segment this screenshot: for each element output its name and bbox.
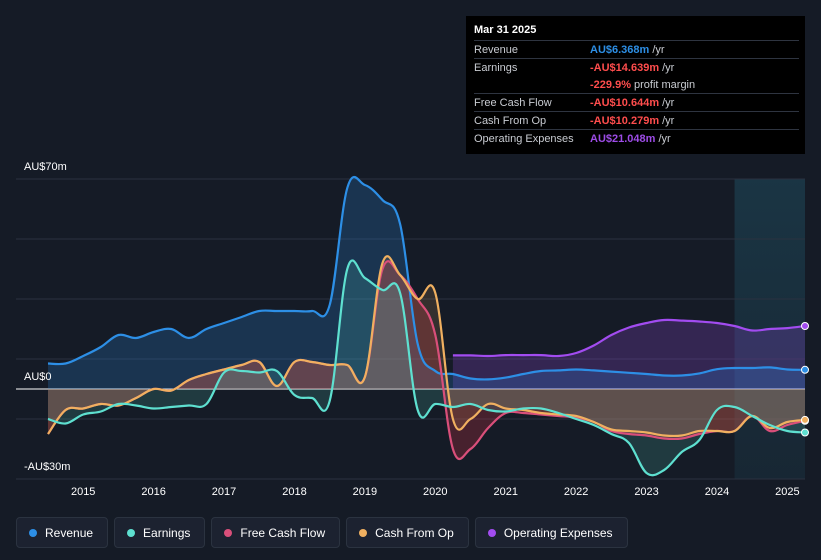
tooltip-row: -229.9% profit margin [474,76,799,93]
tooltip-row-unit: /yr [662,61,675,74]
x-tick-label: 2021 [493,486,517,498]
legend-item-cash-from-op[interactable]: Cash From Op [346,517,469,548]
legend-label: Free Cash Flow [240,525,326,540]
series-end-dots [801,322,809,437]
x-tick-label: 2015 [71,486,95,498]
legend-dot-icon [487,528,496,537]
x-tick-label: 2022 [564,486,588,498]
tooltip-row: Free Cash Flow -AU$10.644m/yr [474,93,799,111]
legend-dot-icon [224,528,233,537]
tooltip-row-value: AU$21.048m [590,132,656,145]
x-tick-label: 2020 [423,486,447,498]
x-tick-label: 2024 [705,486,729,498]
legend-item-earnings[interactable]: Earnings [114,517,206,548]
y-label-bottom: -AU$30m [24,461,70,473]
cash-from-op-line [47,255,806,438]
tooltip-row-unit: /yr [662,114,675,127]
legend-label: Earnings [143,525,191,540]
tooltip-row-unit: profit margin [633,78,696,91]
tooltip-row: Revenue AU$6.368m/yr [474,40,799,58]
legend-dot-icon [127,528,136,537]
x-tick-label: 2025 [775,486,799,498]
tooltip-row-label: Operating Expenses [474,132,574,145]
tooltip-row-unit: /yr [652,43,665,56]
tooltip-row-value: -AU$10.279m [590,114,660,127]
tooltip-row-label: Cash From Op [474,114,547,127]
tooltip-row-value: -AU$10.644m [590,96,660,109]
cash-from-op-end-dot [801,415,809,424]
y-label-top: AU$70m [24,161,67,173]
legend-dot-icon [29,528,37,537]
earnings-line [47,259,806,477]
tooltip-row-label: Earnings [474,61,518,74]
tooltip-row-unit: /yr [662,96,675,109]
tooltip-row: Earnings -AU$14.639m/yr [474,58,799,76]
tooltip-row-value: AU$6.368m [590,43,650,56]
tooltip-row: Cash From Op -AU$10.279m/yr [474,111,799,129]
legend-item-operating-expenses[interactable]: Operating Expenses [474,517,628,548]
area-fills [48,176,805,476]
revenue-end-dot [801,365,809,374]
free-cash-flow-area [48,261,805,460]
legend-item-revenue[interactable]: Revenue [16,517,109,548]
x-tick-label: 2023 [634,486,658,498]
tooltip-row-label: Revenue [474,43,519,56]
legend: Revenue Earnings Free Cash Flow Cash From O… [16,517,628,548]
legend-dot-icon [359,528,368,537]
tooltip-row-value: -AU$14.639m [590,61,660,74]
earnings-end-dot [801,428,809,437]
legend-label: Cash From Op [375,525,454,540]
revenue-area [48,176,805,389]
x-axis: 2015 2016 2017 2018 2019 2020 2021 2022 2023 2024… [71,486,800,498]
y-axis: AU$70m AU$0 -AU$30m [24,161,70,473]
x-tick-label: 2019 [353,486,377,498]
legend-label: Operating Expenses [503,525,613,540]
tooltip-date: Mar 31 2025 [474,24,537,36]
revenue-line [47,175,806,381]
earnings-area [48,260,805,476]
cash-from-op-area [48,256,805,437]
y-label-zero: AU$0 [24,371,52,383]
tooltip-row: Operating Expenses AU$21.048m/yr [474,129,799,147]
tooltip-row-unit: /yr [658,132,671,145]
x-tick-label: 2018 [282,486,306,498]
x-tick-label: 2017 [212,486,236,498]
x-tick-label: 2016 [141,486,165,498]
series-lines [47,175,806,477]
tooltip-row-value: -229.9% [590,78,631,91]
chart-area: AU$70m AU$0 -AU$30m 2015 2016 2017 2018 2019… [16,161,809,498]
operating-expenses-end-dot [801,322,809,330]
legend-label: Revenue [45,525,94,540]
tooltip-row-label: Free Cash Flow [474,96,552,109]
operating-expenses-line [452,318,806,358]
data-tooltip: Mar 31 2025 Revenue AU$6.368m/yr Earnings -… [466,16,805,154]
legend-item-free-cash-flow[interactable]: Free Cash Flow [211,517,341,548]
